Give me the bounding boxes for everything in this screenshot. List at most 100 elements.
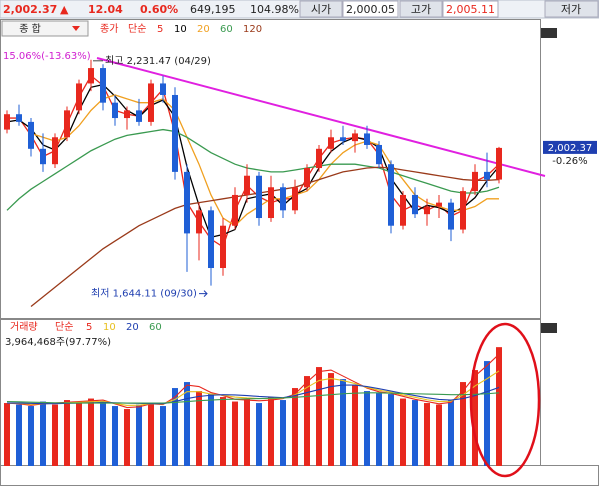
- header-change: 12.04: [88, 3, 123, 16]
- candle-body: [436, 202, 442, 207]
- header-price: 2,002.37: [3, 3, 57, 16]
- volume-bar: [196, 391, 202, 466]
- candle-body: [88, 68, 94, 84]
- candle-body: [496, 147, 502, 180]
- open-box: [342, 0, 399, 18]
- candle-body: [412, 194, 418, 215]
- candle-body: [472, 171, 478, 192]
- candle-body: [424, 206, 430, 215]
- ma-line: [6, 128, 500, 211]
- volume-bar: [352, 385, 358, 466]
- low-pointer: [199, 290, 208, 298]
- index-name: 종 합: [19, 23, 41, 35]
- volume-method: 단순: [55, 321, 73, 333]
- panel-icon[interactable]: [541, 28, 557, 38]
- header-change-pct: 0.60%: [140, 3, 178, 16]
- volume-bar: [148, 403, 154, 466]
- volume-bar: [136, 404, 142, 466]
- volume-bar: [424, 403, 430, 466]
- high-value: 2,005.11: [446, 3, 495, 16]
- volume-bar: [40, 401, 46, 466]
- volume-bar: [184, 382, 190, 466]
- panel-icon[interactable]: [541, 323, 557, 333]
- volume-bar: [340, 379, 346, 466]
- volume-bar: [280, 400, 286, 466]
- volume-info: 3,964,468주(97.77%): [5, 337, 111, 348]
- volume-bar: [112, 406, 118, 466]
- volume-bar: [472, 370, 478, 466]
- open-value: 2,000.05: [346, 3, 395, 16]
- legend-entry: 60: [149, 322, 162, 333]
- volume-bar: [292, 388, 298, 466]
- candle-body: [328, 137, 334, 149]
- volume-bar: [244, 398, 250, 466]
- legend-entry: 10: [103, 322, 116, 333]
- index-select[interactable]: [1, 20, 89, 37]
- candle-body: [112, 102, 118, 119]
- volume-bar: [376, 392, 382, 466]
- toolbar: 종 합 종가 단순 5 10 20 60 120: [1, 20, 262, 37]
- legend-entry: 120: [243, 24, 262, 35]
- last-price-box: [543, 140, 597, 154]
- volume-bar: [460, 382, 466, 466]
- volume-bar: [304, 376, 310, 466]
- volume-bar: [316, 367, 322, 466]
- candle-body: [52, 137, 58, 165]
- candle-body: [364, 133, 370, 145]
- volume-bar: [4, 403, 10, 466]
- low-label: 저가: [561, 3, 581, 16]
- low-button[interactable]: [544, 0, 599, 18]
- price-panel: [0, 19, 541, 319]
- candle-body: [292, 187, 298, 211]
- range-label: 15.06%(-13.63%): [3, 51, 91, 62]
- legend-entry: 60: [220, 24, 233, 35]
- legend-entry: 5: [157, 24, 163, 35]
- volume-bar: [412, 400, 418, 466]
- trendline: [96, 57, 546, 177]
- volume-bar: [160, 406, 166, 466]
- candle-body: [64, 110, 70, 138]
- candle-body: [256, 175, 262, 219]
- ma-line: [30, 166, 500, 307]
- candle-body: [280, 187, 286, 211]
- high-label: 최고 2,231.47 (04/29): [105, 55, 211, 67]
- volume-bar: [232, 401, 238, 466]
- volume-title: 거래량: [10, 321, 38, 333]
- volume-bar: [220, 397, 226, 466]
- volume-bar: [448, 400, 454, 466]
- candle-body: [304, 168, 310, 188]
- volume-bar: [124, 409, 130, 466]
- volume-bar: [256, 403, 262, 466]
- candle-body: [340, 137, 346, 142]
- high-label: 고가: [411, 3, 431, 16]
- candle-body: [148, 83, 154, 122]
- candle-body: [76, 83, 82, 111]
- volume-bar: [436, 404, 442, 466]
- volume-bar: [388, 394, 394, 466]
- candle-body: [460, 191, 466, 230]
- volume-bar: [328, 373, 334, 466]
- volume-bar: [484, 361, 490, 466]
- candle-body: [16, 114, 22, 122]
- candle-body: [184, 171, 190, 234]
- candle-body: [220, 225, 226, 269]
- candle-body: [376, 144, 382, 165]
- ma-line: [30, 94, 499, 227]
- candle-body: [172, 94, 178, 172]
- candle-body: [28, 121, 34, 149]
- candle-body: [4, 114, 10, 130]
- volume-bar: [88, 398, 94, 466]
- high-button[interactable]: [399, 0, 443, 18]
- candle-body: [352, 133, 358, 142]
- candle-body: [268, 187, 274, 219]
- volume-bar: [16, 404, 22, 466]
- header-arrow: ▲: [60, 3, 69, 16]
- volume-bar: [268, 397, 274, 466]
- header-volume-ratio: 104.98%: [250, 3, 299, 16]
- open-label: 시가: [311, 3, 331, 16]
- open-button[interactable]: [299, 0, 343, 18]
- price-type: 종가: [100, 23, 118, 35]
- volume-ma-line: [6, 353, 500, 409]
